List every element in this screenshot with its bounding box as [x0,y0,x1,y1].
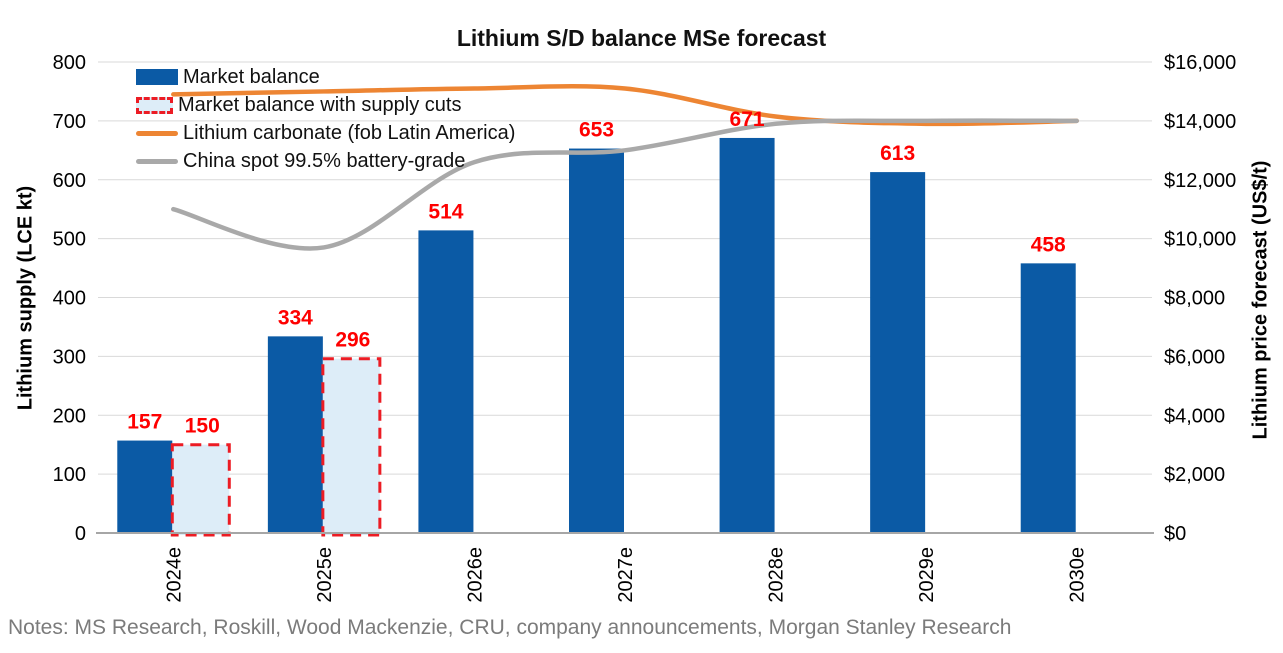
market-balance-bar [1020,263,1076,533]
right-axis-tick-label: $6,000 [1164,346,1225,368]
supply-cuts-bar [170,443,231,537]
legend: Market balance Market balance with suppl… [136,63,515,175]
market-balance-value-label: 458 [1031,233,1066,256]
right-axis-tick-label: $8,000 [1164,288,1225,310]
legend-label: Market balance [183,65,320,88]
market-balance-bar [117,440,173,533]
right-axis-title: Lithium price forecast (US$/t) [1249,160,1272,440]
supply-cuts-value-label: 296 [335,329,370,352]
x-axis-tick-label: 2028e [766,547,788,603]
market-balance-value-label: 157 [127,411,162,434]
legend-label: Lithium carbonate (fob Latin America) [183,121,516,144]
right-axis-tick-label: $2,000 [1164,464,1225,486]
right-axis-tick-label: $14,000 [1164,111,1236,133]
left-axis-tick-label: 400 [53,288,86,310]
china-spot-swatch-icon [136,158,178,164]
x-axis-tick-label: 2024e [163,547,185,603]
left-axis-tick-label: 500 [53,229,86,251]
market-balance-bar [870,172,926,533]
left-axis-tick-label: 700 [53,111,86,133]
legend-label: China spot 99.5% battery-grade [183,149,466,172]
market-balance-bar [719,137,775,534]
x-axis-tick-label: 2030e [1067,547,1089,603]
x-axis-tick-label: 2029e [916,547,938,603]
market-balance-bar [267,336,323,533]
supply-cuts-value-label: 150 [185,415,220,438]
right-axis-tick-label: $16,000 [1164,52,1236,74]
right-axis-tick-label: $4,000 [1164,405,1225,427]
left-axis-tick-label: 100 [53,464,86,486]
left-axis-tick-label: 0 [75,523,86,545]
market-balance-value-label: 671 [730,108,765,131]
market-balance-value-label: 334 [278,306,313,329]
left-axis-tick-label: 600 [53,170,86,192]
lithium-carbonate-line [171,84,1079,127]
legend-label: Market balance with supply cuts [178,93,462,116]
x-axis-tick-label: 2026e [464,547,486,603]
left-axis-title: Lithium supply (LCE kt) [14,185,37,411]
legend-item-china-spot: China spot 99.5% battery-grade [136,147,515,175]
market-balance-value-label: 613 [880,142,915,165]
chart-notes: Notes: MS Research, Roskill, Wood Macken… [8,616,1012,639]
left-axis-tick-label: 300 [53,346,86,368]
legend-item-lithium-carbonate: Lithium carbonate (fob Latin America) [136,119,515,147]
market-balance-bar [569,148,624,533]
market-balance-bar [418,230,474,533]
market-balance-value-label: 653 [579,119,614,142]
right-axis-tick-label: $0 [1164,523,1186,545]
lithium-carbonate-swatch-icon [136,130,178,136]
legend-item-supply-cuts: Market balance with supply cuts [136,91,515,119]
legend-item-market-balance: Market balance [136,63,515,91]
supply-cuts-swatch-icon [136,96,173,114]
x-axis-tick-label: 2025e [314,547,336,603]
market-balance-swatch-icon [136,69,178,85]
china-spot-line [171,118,1079,251]
right-axis-tick-label: $12,000 [1164,170,1236,192]
right-axis-tick-label: $10,000 [1164,229,1236,251]
left-axis-tick-label: 200 [53,405,86,427]
x-axis-tick-label: 2027e [615,547,637,603]
market-balance-value-label: 514 [428,200,463,223]
chart-title: Lithium S/D balance MSe forecast [456,25,827,51]
left-axis-tick-label: 800 [53,52,86,74]
supply-cuts-bar [321,357,382,537]
